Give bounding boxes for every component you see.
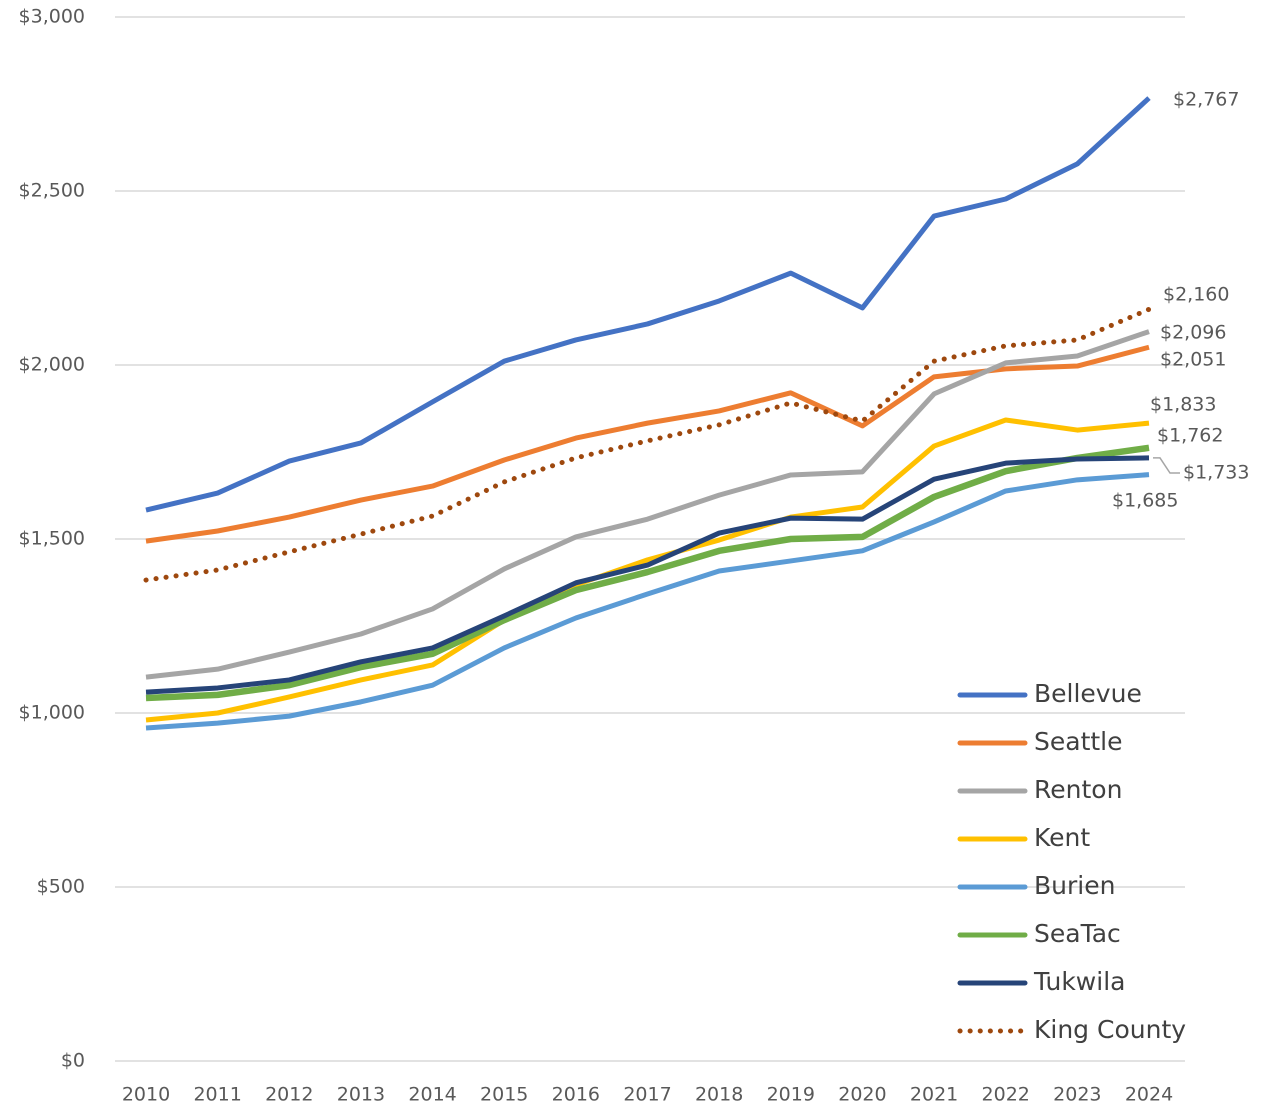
value-label: $2,160 (1163, 284, 1229, 306)
value-label: $2,767 (1173, 89, 1239, 111)
legend-label: Seattle (1034, 727, 1123, 756)
legend-label: Kent (1034, 823, 1090, 852)
series-line (145, 344, 1150, 544)
legend-label: Bellevue (1034, 679, 1142, 708)
x-tick-label: 2023 (1053, 1084, 1101, 1106)
series-line (145, 455, 1150, 695)
x-tick-label: 2015 (480, 1084, 528, 1106)
y-tick-label: $2,500 (19, 180, 85, 202)
series-line (145, 472, 1150, 731)
x-tick-label: 2021 (910, 1084, 958, 1106)
series-line (145, 96, 1151, 513)
x-tick-label: 2020 (838, 1084, 886, 1106)
x-tick-label: 2019 (767, 1084, 815, 1106)
value-label: $2,051 (1160, 349, 1226, 371)
legend-label: SeaTac (1034, 919, 1121, 948)
value-label: $1,762 (1157, 425, 1223, 447)
legend-label: Burien (1034, 871, 1115, 900)
x-tick-label: 2010 (122, 1084, 170, 1106)
y-tick-label: $3,000 (19, 6, 85, 28)
series-line (143, 306, 1152, 583)
series-line (145, 444, 1150, 702)
leader-line (1153, 457, 1180, 474)
value-label: $1,733 (1183, 462, 1249, 484)
series-line (145, 329, 1150, 680)
y-tick-label: $2,000 (19, 354, 85, 376)
x-tick-label: 2013 (337, 1084, 385, 1106)
x-tick-label: 2012 (265, 1084, 313, 1106)
y-tick-label: $1,000 (19, 702, 85, 724)
x-tick-label: 2022 (982, 1084, 1030, 1106)
value-label: $1,685 (1112, 490, 1178, 512)
value-label: $2,096 (1160, 322, 1226, 344)
y-tick-label: $500 (37, 876, 85, 898)
x-tick-label: 2014 (408, 1084, 456, 1106)
x-tick-label: 2024 (1125, 1084, 1173, 1106)
y-tick-label: $0 (61, 1050, 85, 1072)
value-label: $1,833 (1150, 394, 1216, 416)
legend-label: King County (1034, 1015, 1186, 1044)
x-tick-label: 2011 (193, 1084, 241, 1106)
y-tick-label: $1,500 (19, 528, 85, 550)
series-line (145, 417, 1150, 723)
x-tick-label: 2017 (623, 1084, 671, 1106)
legend-label: Tukwila (1033, 967, 1125, 996)
x-tick-label: 2018 (695, 1084, 743, 1106)
x-tick-label: 2016 (552, 1084, 600, 1106)
legend-label: Renton (1034, 775, 1122, 804)
